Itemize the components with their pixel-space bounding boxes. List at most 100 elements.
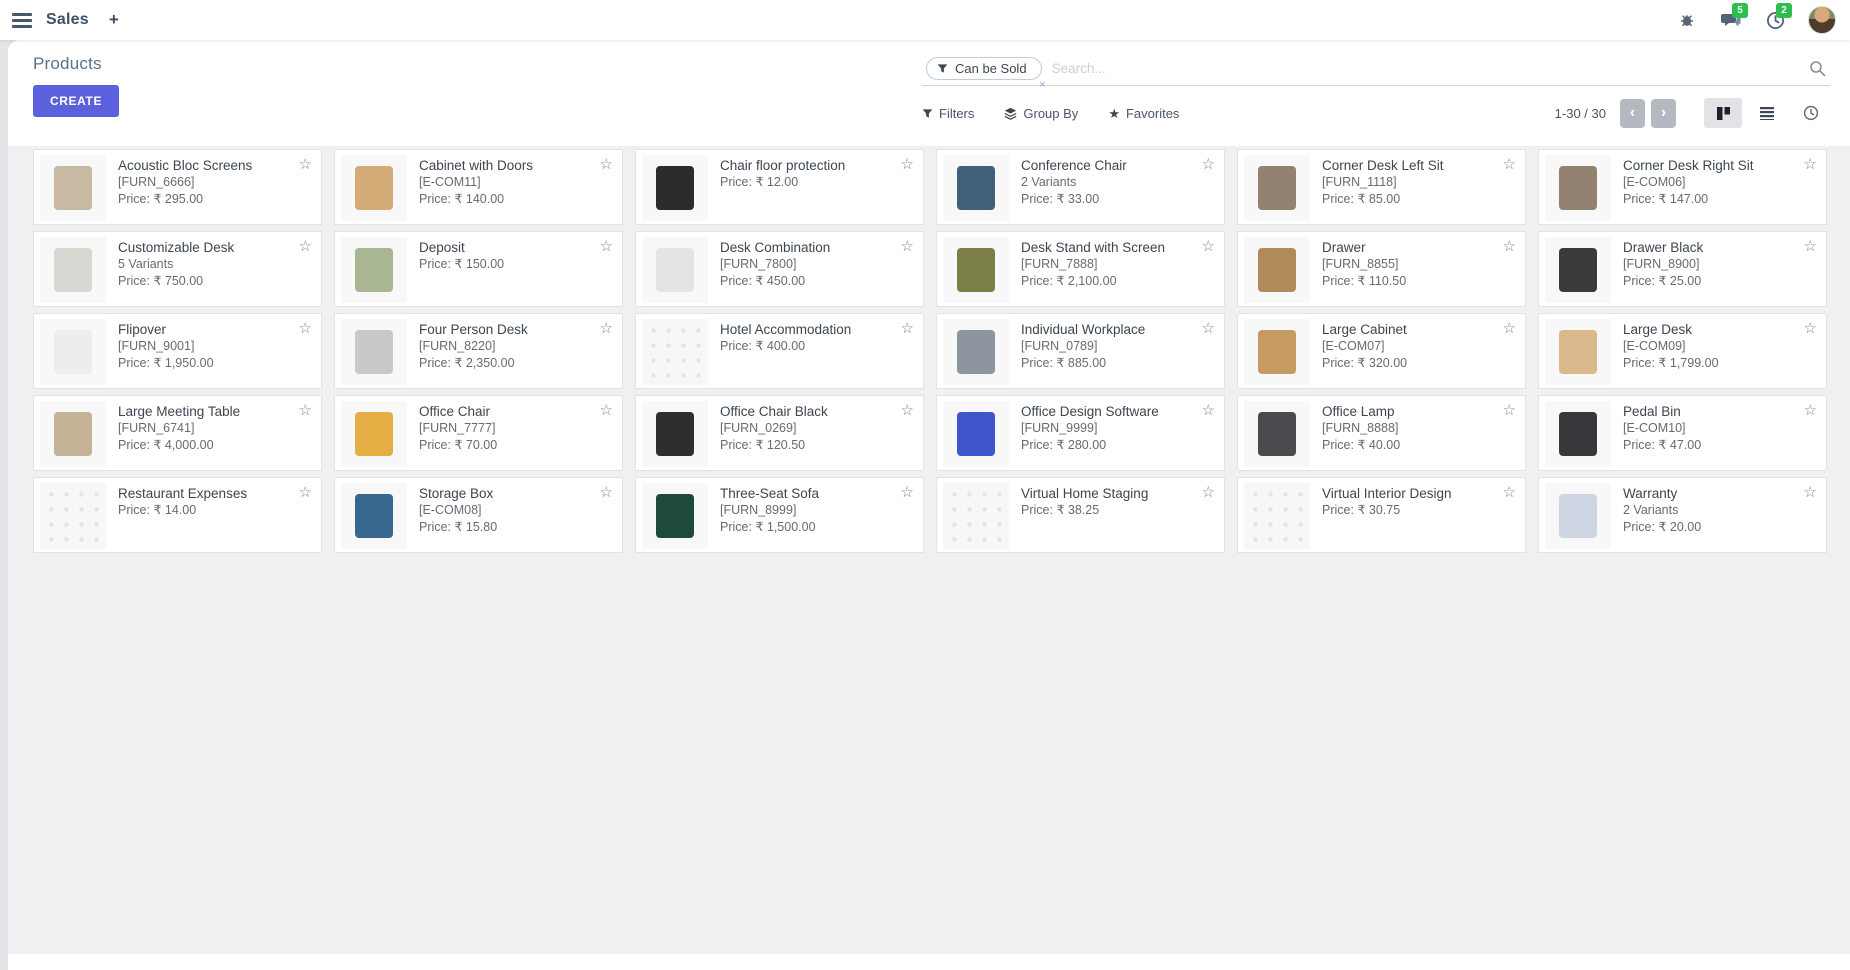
product-name[interactable]: Office Design Software	[1021, 404, 1159, 419]
product-name[interactable]: Drawer	[1322, 240, 1366, 255]
favorite-star-icon[interactable]: ☆	[900, 484, 914, 501]
product-card[interactable]: Four Person Desk [FURN_8220] Price: ₹ 2,…	[334, 313, 623, 389]
product-name[interactable]: Corner Desk Left Sit	[1322, 158, 1444, 173]
favorite-star-icon[interactable]: ☆	[1803, 238, 1817, 255]
filters-button[interactable]: Filters	[922, 106, 974, 121]
product-card[interactable]: Office Lamp [FURN_8888] Price: ₹ 40.00 ☆	[1237, 395, 1526, 471]
create-button[interactable]: CREATE	[33, 85, 120, 117]
product-name[interactable]: Pedal Bin	[1623, 404, 1681, 419]
product-card[interactable]: Office Chair [FURN_7777] Price: ₹ 70.00 …	[334, 395, 623, 471]
favorite-star-icon[interactable]: ☆	[1502, 156, 1516, 173]
product-name[interactable]: Drawer Black	[1623, 240, 1704, 255]
favorite-star-icon[interactable]: ☆	[1201, 402, 1215, 419]
product-card[interactable]: Desk Combination [FURN_7800] Price: ₹ 45…	[635, 231, 924, 307]
favorite-star-icon[interactable]: ☆	[900, 156, 914, 173]
messages-icon[interactable]: 5	[1720, 3, 1748, 31]
favorite-star-icon[interactable]: ☆	[298, 320, 312, 337]
favorite-star-icon[interactable]: ☆	[298, 484, 312, 501]
favorite-star-icon[interactable]: ☆	[1502, 402, 1516, 419]
product-name[interactable]: Large Cabinet	[1322, 322, 1407, 337]
favorite-star-icon[interactable]: ☆	[1502, 484, 1516, 501]
search-bar[interactable]: Can be Sold ×	[922, 52, 1830, 91]
product-card[interactable]: Virtual Home Staging Price: ₹ 38.25 ☆	[936, 477, 1225, 553]
product-card[interactable]: Flipover [FURN_9001] Price: ₹ 1,950.00 ☆	[33, 313, 322, 389]
product-card[interactable]: Conference Chair 2 Variants Price: ₹ 33.…	[936, 149, 1225, 225]
list-view-button[interactable]	[1748, 98, 1786, 128]
product-name[interactable]: Large Meeting Table	[118, 404, 241, 419]
product-name[interactable]: Flipover	[118, 322, 167, 337]
product-name[interactable]: Three-Seat Sofa	[720, 486, 820, 501]
product-card[interactable]: Drawer [FURN_8855] Price: ₹ 110.50 ☆	[1237, 231, 1526, 307]
product-name[interactable]: Customizable Desk	[118, 240, 235, 255]
pager-next-button[interactable]: ›	[1651, 98, 1676, 128]
favorite-star-icon[interactable]: ☆	[1803, 484, 1817, 501]
product-card[interactable]: Office Chair Black [FURN_0269] Price: ₹ …	[635, 395, 924, 471]
product-name[interactable]: Office Lamp	[1322, 404, 1395, 419]
product-name[interactable]: Corner Desk Right Sit	[1623, 158, 1754, 173]
product-card[interactable]: Customizable Desk 5 Variants Price: ₹ 75…	[33, 231, 322, 307]
product-name[interactable]: Desk Combination	[720, 240, 831, 255]
favorite-star-icon[interactable]: ☆	[900, 320, 914, 337]
product-name[interactable]: Office Chair Black	[720, 404, 828, 419]
product-card[interactable]: Chair floor protection Price: ₹ 12.00 ☆	[635, 149, 924, 225]
activities-clock-icon[interactable]: 2	[1764, 3, 1792, 31]
product-card[interactable]: Restaurant Expenses Price: ₹ 14.00 ☆	[33, 477, 322, 553]
favorite-star-icon[interactable]: ☆	[1803, 156, 1817, 173]
product-name[interactable]: Deposit	[419, 240, 465, 255]
favorite-star-icon[interactable]: ☆	[1201, 156, 1215, 173]
activity-view-button[interactable]	[1792, 98, 1830, 128]
favorite-star-icon[interactable]: ☆	[1201, 320, 1215, 337]
product-card[interactable]: Corner Desk Left Sit [FURN_1118] Price: …	[1237, 149, 1526, 225]
product-name[interactable]: Acoustic Bloc Screens	[118, 158, 253, 173]
product-name[interactable]: Virtual Home Staging	[1021, 486, 1149, 501]
product-name[interactable]: Large Desk	[1623, 322, 1693, 337]
product-card[interactable]: Acoustic Bloc Screens [FURN_6666] Price:…	[33, 149, 322, 225]
product-name[interactable]: Storage Box	[419, 486, 494, 501]
product-name[interactable]: Four Person Desk	[419, 322, 528, 337]
favorite-star-icon[interactable]: ☆	[599, 238, 613, 255]
product-card[interactable]: Desk Stand with Screen [FURN_7888] Price…	[936, 231, 1225, 307]
group-by-button[interactable]: Group By	[1004, 106, 1078, 121]
favorite-star-icon[interactable]: ☆	[1803, 402, 1817, 419]
kanban-view-button[interactable]	[1704, 98, 1742, 128]
search-facet-can-be-sold[interactable]: Can be Sold	[926, 57, 1042, 80]
product-name[interactable]: Cabinet with Doors	[419, 158, 534, 173]
favorites-button[interactable]: ★ Favorites	[1108, 106, 1179, 121]
favorite-star-icon[interactable]: ☆	[900, 238, 914, 255]
user-avatar[interactable]	[1808, 6, 1836, 34]
product-name[interactable]: Restaurant Expenses	[118, 486, 248, 501]
search-input[interactable]	[1051, 61, 1809, 76]
product-card[interactable]: Office Design Software [FURN_9999] Price…	[936, 395, 1225, 471]
product-card[interactable]: Three-Seat Sofa [FURN_8999] Price: ₹ 1,5…	[635, 477, 924, 553]
product-card[interactable]: Large Cabinet [E-COM07] Price: ₹ 320.00 …	[1237, 313, 1526, 389]
product-card[interactable]: Deposit Price: ₹ 150.00 ☆	[334, 231, 623, 307]
product-card[interactable]: Pedal Bin [E-COM10] Price: ₹ 47.00 ☆	[1538, 395, 1827, 471]
search-icon[interactable]	[1809, 60, 1826, 77]
favorite-star-icon[interactable]: ☆	[599, 320, 613, 337]
product-name[interactable]: Office Chair	[419, 404, 491, 419]
favorite-star-icon[interactable]: ☆	[1201, 238, 1215, 255]
product-name[interactable]: Chair floor protection	[720, 158, 846, 173]
favorite-star-icon[interactable]: ☆	[599, 156, 613, 173]
facet-remove-icon[interactable]: ×	[1039, 79, 1046, 91]
favorite-star-icon[interactable]: ☆	[900, 402, 914, 419]
favorite-star-icon[interactable]: ☆	[599, 402, 613, 419]
apps-menu-icon[interactable]	[12, 12, 32, 28]
product-name[interactable]: Conference Chair	[1021, 158, 1127, 173]
app-menu-sales[interactable]: Sales	[46, 11, 89, 28]
product-card[interactable]: Hotel Accommodation Price: ₹ 400.00 ☆	[635, 313, 924, 389]
favorite-star-icon[interactable]: ☆	[1502, 320, 1516, 337]
product-card[interactable]: Drawer Black [FURN_8900] Price: ₹ 25.00 …	[1538, 231, 1827, 307]
favorite-star-icon[interactable]: ☆	[599, 484, 613, 501]
product-card[interactable]: Warranty 2 Variants Price: ₹ 20.00 ☆	[1538, 477, 1827, 553]
pager-previous-button[interactable]: ‹	[1620, 98, 1645, 128]
add-tab-button[interactable]: +	[108, 10, 119, 29]
favorite-star-icon[interactable]: ☆	[1803, 320, 1817, 337]
favorite-star-icon[interactable]: ☆	[1502, 238, 1516, 255]
product-card[interactable]: Large Desk [E-COM09] Price: ₹ 1,799.00 ☆	[1538, 313, 1827, 389]
product-name[interactable]: Warranty	[1623, 486, 1678, 501]
product-card[interactable]: Virtual Interior Design Price: ₹ 30.75 ☆	[1237, 477, 1526, 553]
product-card[interactable]: Individual Workplace [FURN_0789] Price: …	[936, 313, 1225, 389]
product-card[interactable]: Cabinet with Doors [E-COM11] Price: ₹ 14…	[334, 149, 623, 225]
favorite-star-icon[interactable]: ☆	[1201, 484, 1215, 501]
